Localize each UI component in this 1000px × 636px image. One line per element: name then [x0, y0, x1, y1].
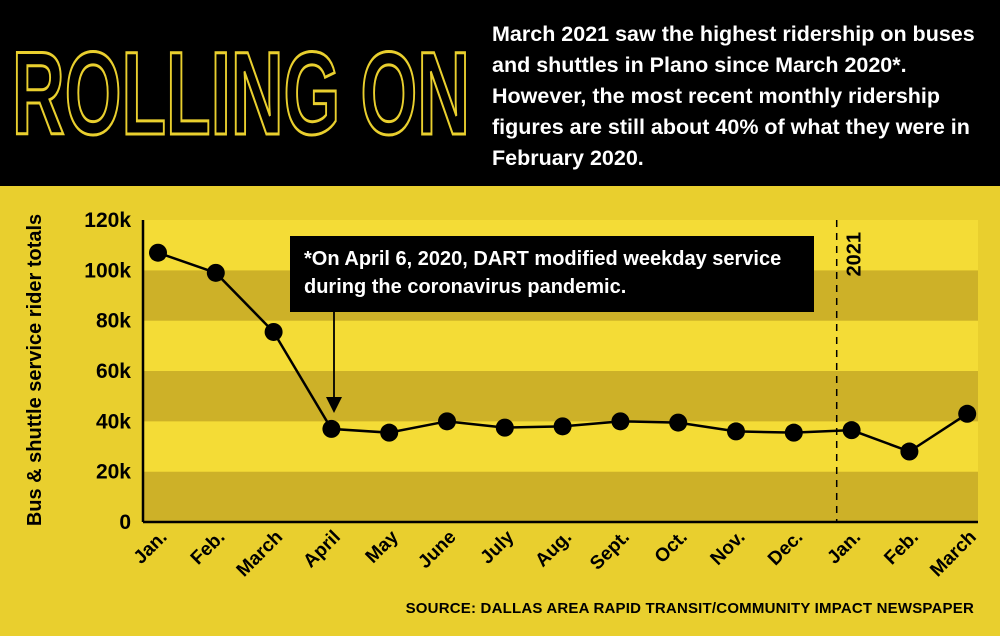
x-tick-label: Jan. — [130, 527, 172, 569]
x-tick-label: April — [299, 527, 344, 572]
data-point — [784, 423, 803, 442]
x-tick-label: Oct. — [651, 527, 692, 568]
x-tick-labels: Jan. Feb. March April May June July Aug. Sept. Oc… — [130, 526, 981, 581]
x-tick-label: Feb. — [880, 527, 922, 569]
headline-text: ROLLING ON — [12, 30, 470, 160]
data-point — [322, 419, 341, 438]
data-point — [149, 243, 167, 262]
data-point — [380, 423, 399, 442]
y-tick-label: 20k — [96, 461, 131, 484]
y-axis-label: Bus & shuttle service rider totals — [24, 214, 46, 526]
x-tick-label: June — [414, 527, 460, 573]
y-tick-label: 0 — [119, 511, 131, 534]
data-point — [438, 412, 456, 431]
data-points — [149, 243, 977, 461]
data-point — [495, 418, 514, 437]
x-tick-label: March — [233, 527, 287, 581]
data-point — [206, 263, 225, 282]
x-tick-label: July — [477, 526, 519, 568]
x-tick-label: Feb. — [187, 527, 229, 569]
data-point — [727, 422, 745, 441]
x-tick-label: Jan. — [823, 527, 865, 569]
data-point — [900, 442, 919, 461]
y-tick-label: 80k — [96, 310, 131, 333]
x-tick-label: May — [362, 526, 403, 567]
data-point — [842, 421, 861, 440]
y-tick-label: 120k — [84, 209, 131, 232]
data-point — [669, 413, 688, 432]
grid-band — [143, 371, 978, 422]
year-marker-label: 2021 — [844, 232, 866, 277]
annotation-arrow — [326, 312, 342, 413]
x-tick-label: Dec. — [764, 527, 807, 570]
x-tick-label: Sept. — [586, 527, 634, 575]
grid-band — [143, 471, 978, 522]
header-banner: ROLLING ON March 2021 saw the highest ri… — [0, 0, 1000, 186]
y-tick-label: 100k — [84, 259, 131, 282]
y-tick-label: 40k — [96, 410, 131, 433]
x-tick-label: March — [926, 527, 980, 581]
data-point — [958, 404, 977, 423]
subtitle: March 2021 saw the highest ridership on … — [492, 22, 975, 170]
headline: ROLLING ON — [11, 30, 472, 160]
annotation-callout: *On April 6, 2020, DART modified weekday… — [290, 236, 814, 312]
y-tick-labels: 0 20k 40k 60k 80k 100k 120k — [84, 209, 131, 534]
x-tick-label: Nov. — [707, 527, 750, 570]
data-point — [264, 322, 283, 341]
data-point — [553, 417, 572, 436]
x-tick-label: Aug. — [531, 527, 576, 572]
y-tick-label: 60k — [96, 360, 131, 383]
data-point — [611, 412, 630, 431]
source-credit: SOURCE: DALLAS AREA RAPID TRANSIT/COMMUN… — [405, 600, 974, 617]
